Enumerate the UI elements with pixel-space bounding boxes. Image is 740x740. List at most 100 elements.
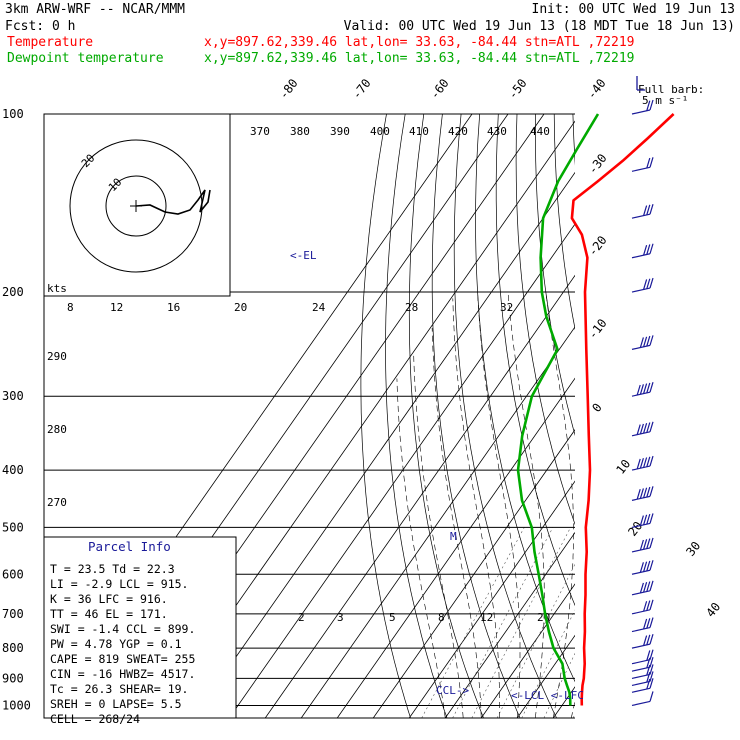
isotherm-line [444,531,575,718]
moist-adiabat [507,291,545,718]
theta-tick-label: 270 [47,496,67,509]
theta-tick-label: 370 [250,125,270,138]
parcel-info-row: T = 23.5 Td = 22.3 [50,562,175,576]
parcel-info-row: Tc = 26.3 SHEAR= 19. [50,682,188,696]
wind-barb-flag [643,539,648,550]
model-title: 3km ARW-WRF -- NCAR/MMM [5,2,185,17]
dry-adiabat [629,114,740,718]
parcel-info-row: CELL = 268/24 [50,712,140,726]
wind-barb-flag [646,634,651,646]
parcel-info-row: PW = 4.78 YGP = 0.1 [50,637,182,651]
pressure-tick-label: 100 [2,107,24,121]
init-time: Init: 00 UTC Wed 19 Jun 13 [532,2,736,17]
isotherm-tick-label: -40 [584,76,608,102]
wind-barb-flag [639,515,644,526]
isotherm-line [661,114,740,718]
wind-barb-flag [649,99,654,111]
parcel-info-title: Parcel Info [88,539,171,554]
mixing-ratio-tick-label: 20 [537,611,550,624]
isotherm-line [625,114,740,718]
hodograph-units: kts [47,282,67,295]
theta-tick-label: 390 [330,125,350,138]
wind-barb-flag [646,678,651,690]
wind-barb-flag [639,582,644,594]
theta-tick-label: 430 [487,125,507,138]
moist-adiabat [570,699,575,718]
pressure-tick-label: 700 [2,607,24,621]
wind-barb-flag [636,488,641,500]
isotherm-line [589,114,740,718]
wind-barb [631,382,654,397]
wind-barb [631,486,654,501]
wind-barb [631,277,654,293]
wind-barb-flag [643,244,648,256]
mixing-ratio-tick-label: 32 [500,301,513,314]
pressure-tick-label: 400 [2,463,24,477]
temperature-line [570,113,675,706]
isotherm-line [516,634,575,718]
wind-barb [631,537,654,553]
wind-barb-flag [646,456,651,467]
isotherm-line [228,223,575,718]
wind-barb-flag [646,382,651,394]
wind-barb-flag [643,457,648,468]
wind-barb-flag [649,486,654,497]
mixing-ratio-tick-label: 5 [389,611,396,624]
wind-barb-column [631,99,654,707]
wind-barb-flag [646,560,651,572]
dry-adiabat [495,114,575,607]
wind-barb-flag [646,538,651,549]
wind-barb [631,649,654,665]
wind-barb-flag [649,335,654,346]
wind-barb-flag [649,671,654,682]
wind-barb [631,335,654,350]
isotherm-tick-label: 30 [683,539,703,559]
wind-barb-flag [649,537,654,549]
parcel-info-row: K = 36 LFC = 916. [50,592,168,606]
dry-adiabat [515,114,575,526]
wind-barb-flag [649,513,654,524]
dry-adiabat [666,114,740,718]
wind-barb-flag [646,581,651,592]
parcel-info-row: LI = -2.9 LCL = 915. [50,577,188,591]
theta-tick-label: 290 [47,350,67,363]
wind-barb-flag [643,582,648,593]
moist-adiabat [431,327,482,718]
pressure-tick-label: 900 [2,671,24,685]
wind-barb-flag [643,279,648,290]
wind-barb-flag [639,384,644,395]
wind-barb-flag [649,633,654,645]
pressure-tick-label: 500 [2,520,24,534]
pressure-tick-label: 600 [2,567,24,581]
wind-barb-flag [639,337,644,348]
wind-barb-flag [649,157,654,168]
wind-barb-flag [649,560,654,571]
wind-barb-flag [646,244,651,255]
isotherm-tick-label: 0 [589,401,604,415]
wind-barb-flag [646,335,651,347]
mixing-ratio-tick-label: 20 [234,301,247,314]
mixing-ratio-tick-label: 3 [337,611,344,624]
wind-barb-flag [649,649,654,660]
mixing-ratio-line [452,527,554,718]
forecast-hour: Fcst: 0 h [5,19,75,34]
parcel-info-row: CAPE = 819 SWEAT= 255 [50,652,195,666]
wind-barb-flag [649,382,654,393]
wind-barb-flag [646,278,651,289]
wind-barb-flag [639,488,644,499]
el-marker: <-EL [290,249,317,262]
mixing-ratio-tick-label: 16 [167,301,180,314]
theta-tick-label: 400 [370,125,390,138]
wind-barb [631,671,654,687]
moist-adiabat [396,378,446,718]
wind-barb-flag [643,561,648,572]
theta-tick-label: 410 [409,125,429,138]
pressure-tick-label: 800 [2,641,24,655]
mixing-ratio-tick-label: 12 [110,301,123,314]
temperature-legend-label: Temperature [7,35,93,50]
wind-barb-flag [646,486,651,498]
wind-barb-flag [646,100,651,111]
isotherm-line [264,274,575,718]
valid-time: Valid: 00 UTC Wed 19 Jun 13 (18 MDT Tue … [344,19,735,34]
wind-barb-flag [643,423,648,434]
